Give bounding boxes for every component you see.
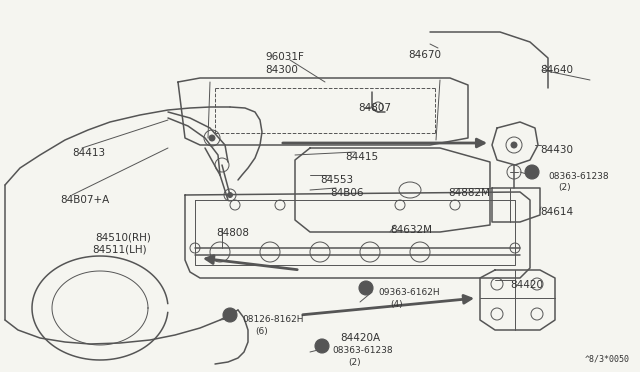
Text: 84430: 84430: [540, 145, 573, 155]
Text: 84670: 84670: [408, 50, 441, 60]
Text: 84553: 84553: [320, 175, 353, 185]
Text: 84882M: 84882M: [448, 188, 490, 198]
Text: (2): (2): [348, 358, 360, 367]
Text: 84420: 84420: [510, 280, 543, 290]
Text: 08126-8162H: 08126-8162H: [242, 315, 303, 324]
Circle shape: [227, 192, 232, 198]
Text: 84413: 84413: [72, 148, 105, 158]
Circle shape: [525, 165, 539, 179]
Text: S: S: [529, 167, 534, 176]
Text: S: S: [364, 283, 369, 292]
Text: 84B07+A: 84B07+A: [60, 195, 109, 205]
Text: (2): (2): [558, 183, 571, 192]
Circle shape: [223, 308, 237, 322]
Circle shape: [315, 339, 329, 353]
Text: 84300: 84300: [265, 65, 298, 75]
Text: 84808: 84808: [216, 228, 249, 238]
Circle shape: [359, 281, 373, 295]
Text: 09363-6162H: 09363-6162H: [378, 288, 440, 297]
Text: (6): (6): [255, 327, 268, 336]
Text: S: S: [227, 311, 233, 320]
Text: 84510(RH): 84510(RH): [95, 232, 151, 242]
Text: 84614: 84614: [540, 207, 573, 217]
Text: (4): (4): [390, 300, 403, 309]
Circle shape: [511, 142, 517, 148]
Text: 08363-61238: 08363-61238: [332, 346, 392, 355]
Text: 84420A: 84420A: [340, 333, 380, 343]
Text: 96031F: 96031F: [265, 52, 304, 62]
Text: 84632M: 84632M: [390, 225, 432, 235]
Text: ^8/3*0050: ^8/3*0050: [585, 355, 630, 364]
Text: 84415: 84415: [345, 152, 378, 162]
Text: S: S: [319, 341, 324, 350]
Text: 84640: 84640: [540, 65, 573, 75]
Circle shape: [209, 135, 215, 141]
Text: 08363-61238: 08363-61238: [548, 172, 609, 181]
Text: 84511(LH): 84511(LH): [92, 245, 147, 255]
Text: 84807: 84807: [358, 103, 391, 113]
Text: 84B06: 84B06: [330, 188, 364, 198]
